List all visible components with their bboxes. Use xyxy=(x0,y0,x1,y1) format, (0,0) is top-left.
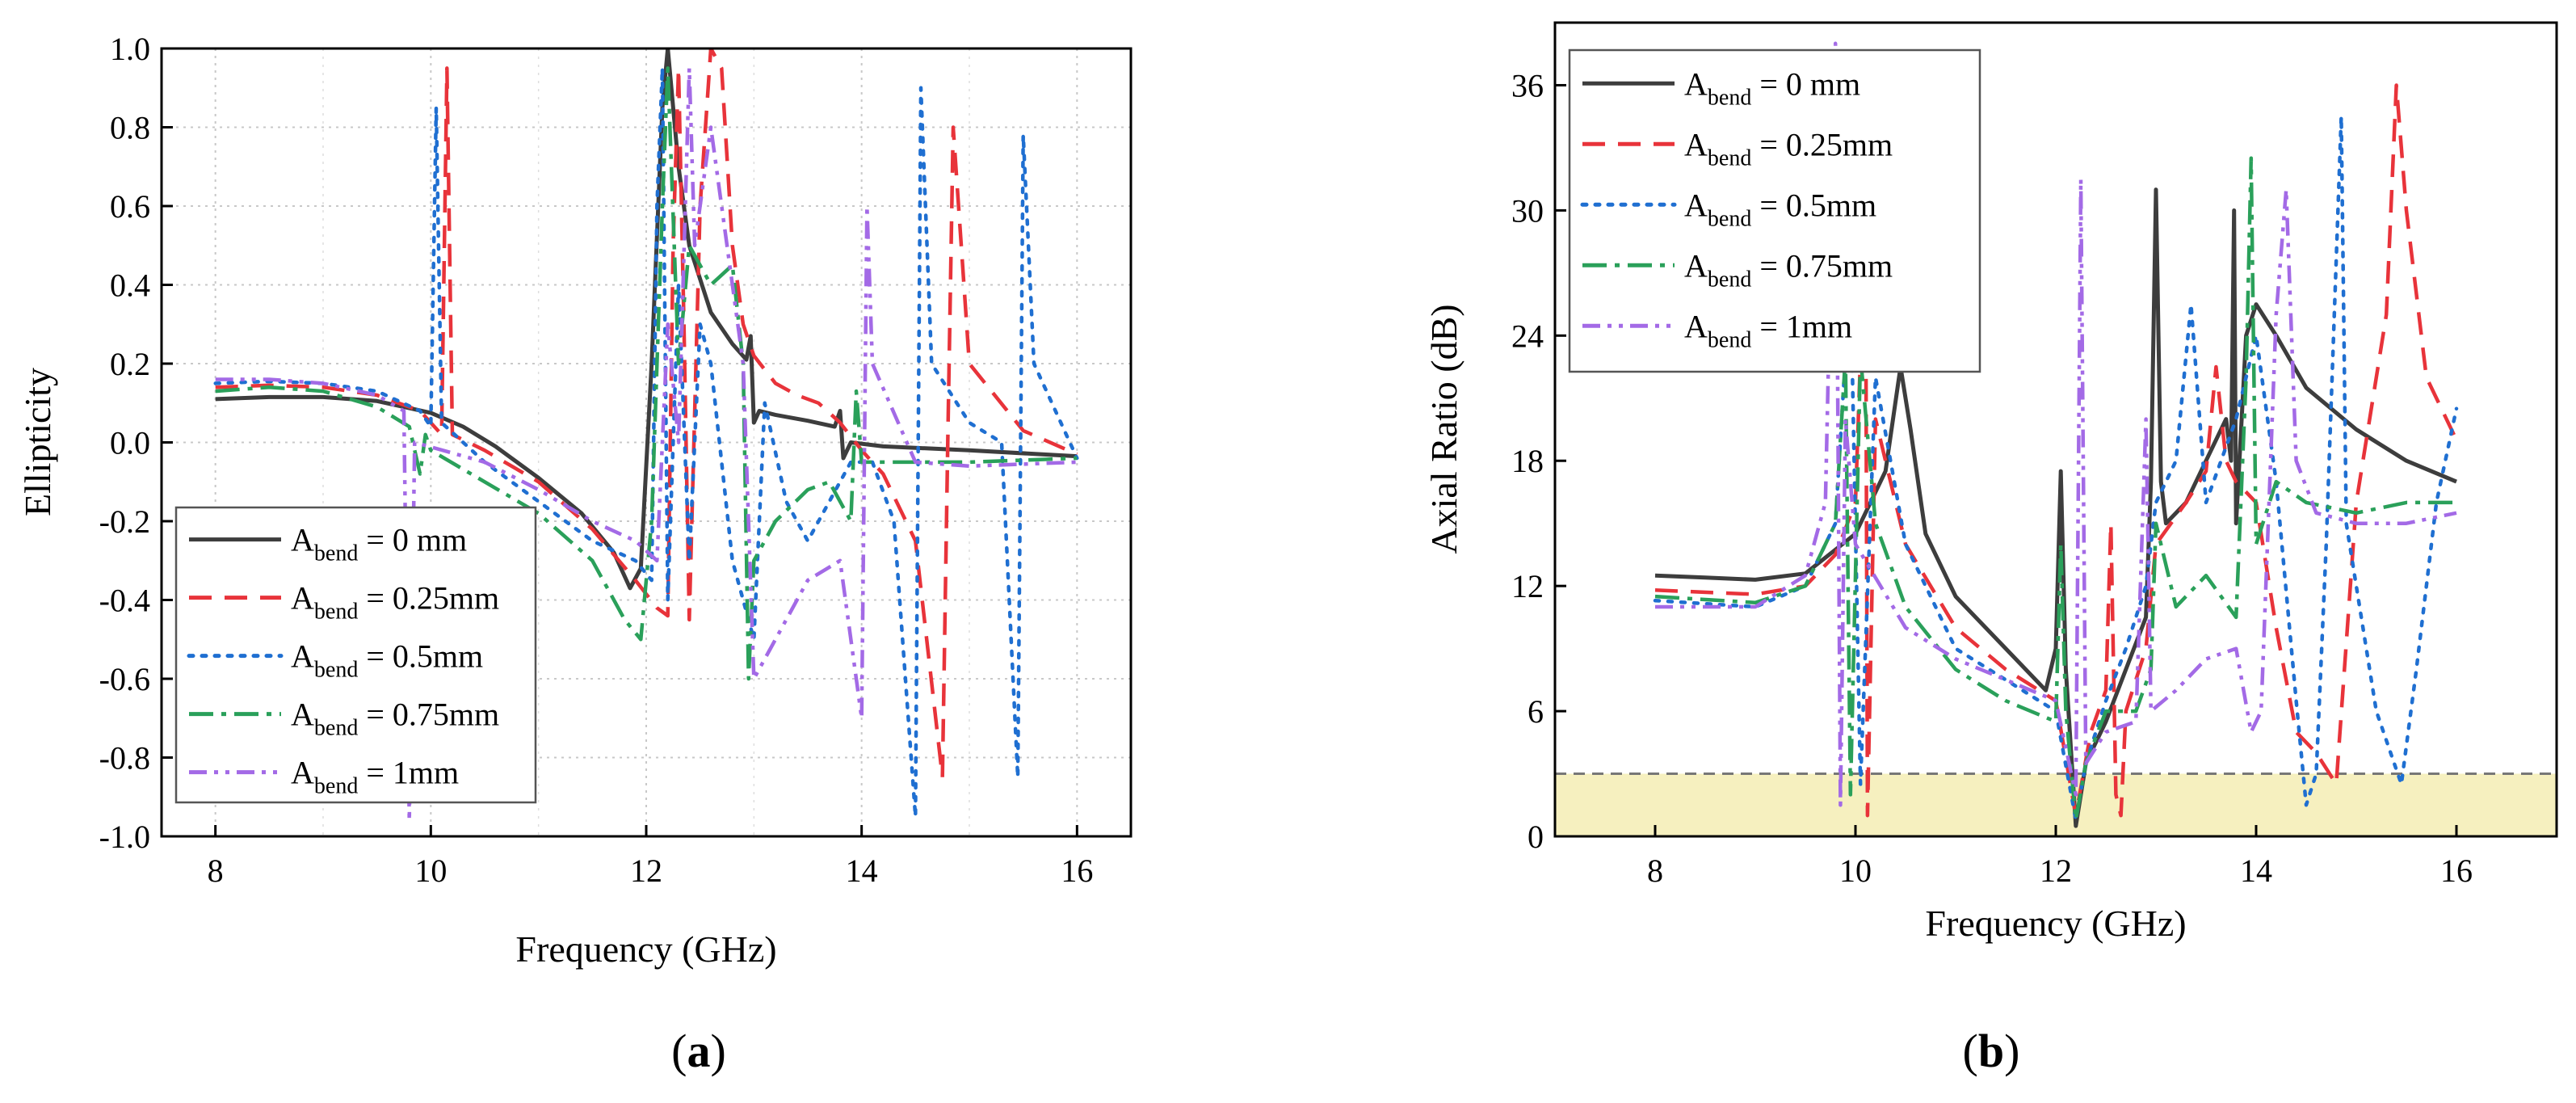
chart-b-legend-label-3-tail: = 0.75mm xyxy=(1751,247,1893,284)
chart-b-ylabel: Axial Ratio (dB) xyxy=(1423,304,1464,554)
chart-b-legend-label-4-tail: = 1mm xyxy=(1751,308,1852,344)
chart-b-xlabel: Frequency (GHz) xyxy=(1925,903,2186,944)
chart-a-legend-box xyxy=(174,506,537,804)
chart-a: 8 10 12 14 16 -1.0 -0.8 -0.6 -0.4 -0.2 0.0 0.2 0.4 0.… xyxy=(17,31,1133,970)
chart-a-legend-label-4-sub: bend xyxy=(314,774,358,799)
chart-a-legend-label-1-main: A xyxy=(291,580,314,617)
chart-a-ytick-label-8: 0.6 xyxy=(110,188,150,225)
chart-b-legend-label-3-main: A xyxy=(1684,247,1708,284)
chart-a-legend-label-0-tail: = 0 mm xyxy=(358,522,467,558)
chart-b-ytick-label-1: 6 xyxy=(1528,693,1544,730)
panel-label-a-letter: a xyxy=(687,1025,711,1077)
chart-b-legend-label-1-main: A xyxy=(1684,126,1708,162)
chart-b-series-1 xyxy=(1654,83,2459,818)
chart-a-ytick-label-0: -1.0 xyxy=(99,819,150,855)
chart-b-legend-label-0-main: A xyxy=(1684,65,1708,102)
panel-label-a-close: ) xyxy=(711,1025,726,1077)
chart-b: 8 10 12 14 16 0 6 12 18 24 30 36 Frequency (GHz) Ax… xyxy=(1423,21,2558,944)
chart-a-xtick-label-4: 16 xyxy=(1061,853,1093,889)
chart-a-ticks: 8 10 12 14 16 -1.0 -0.8 -0.6 -0.4 -0.2 0.0 0.2 0.4 0.… xyxy=(99,31,1094,889)
chart-b-xtick-label-0: 8 xyxy=(1647,853,1663,889)
panel-label-a: (a) xyxy=(671,1025,726,1077)
chart-b-ytick-label-3: 18 xyxy=(1511,443,1544,479)
chart-b-ticks: 8 10 12 14 16 0 6 12 18 24 30 36 xyxy=(1511,67,2473,889)
chart-b-legend-label-4-main: A xyxy=(1684,308,1708,344)
chart-b-legend-label-4-sub: bend xyxy=(1708,327,1751,352)
chart-b-ytick-label-5: 30 xyxy=(1511,192,1544,229)
chart-a-legend-label-4-main: A xyxy=(291,755,314,791)
chart-b-legend-box xyxy=(1568,48,1981,373)
chart-a-series-1 xyxy=(215,48,1078,780)
chart-a-series-3 xyxy=(215,66,1078,681)
chart-a-ytick-label-7: 0.4 xyxy=(110,267,150,304)
chart-b-legend-label-3: Abend = 0.75mm xyxy=(1684,247,1893,292)
chart-a-xlabel: Frequency (GHz) xyxy=(515,928,776,970)
chart-b-legend-label-1: Abend = 0.25mm xyxy=(1684,126,1893,171)
chart-a-xtick-label-2: 12 xyxy=(630,853,662,889)
chart-b-legend-label-2-main: A xyxy=(1684,187,1708,223)
chart-b-legend-label-1-tail: = 0.25mm xyxy=(1751,126,1893,162)
chart-a-legend-label-1-sub: bend xyxy=(314,600,358,625)
chart-a-legend-label-2-sub: bend xyxy=(314,658,358,683)
chart-b-xtick-label-1: 10 xyxy=(1839,853,1872,889)
chart-a-ylabel: Ellipticity xyxy=(17,368,58,516)
chart-a-legend-label-1: Abend = 0.25mm xyxy=(291,580,499,625)
chart-b-series-2 xyxy=(1653,114,2459,822)
chart-b-xtick-label-4: 16 xyxy=(2440,853,2473,889)
chart-b-legend-label-1-sub: bend xyxy=(1708,145,1751,171)
chart-b-series-4 xyxy=(1655,41,2457,807)
chart-b-legend-label-2-sub: bend xyxy=(1708,206,1751,231)
panel-label-b-open: ( xyxy=(1963,1025,1978,1077)
chart-b-xtick-label-2: 12 xyxy=(2040,853,2072,889)
chart-a-ytick-label-10: 1.0 xyxy=(110,31,150,67)
chart-a-ytick-label-1: -0.8 xyxy=(99,740,150,777)
chart-a-legend-label-3-main: A xyxy=(291,697,314,733)
chart-b-legend-label-4: Abend = 1mm xyxy=(1684,308,1852,352)
panel-label-b-letter: b xyxy=(1978,1025,2004,1077)
chart-a-ytick-label-5: 0.0 xyxy=(110,425,150,461)
chart-a-legend-label-0: Abend = 0 mm xyxy=(291,522,467,566)
chart-b-xtick-label-3: 14 xyxy=(2240,853,2272,889)
chart-b-legend-label-0-tail: = 0 mm xyxy=(1751,65,1860,102)
chart-b-legend-label-0-sub: bend xyxy=(1708,85,1751,110)
chart-a-legend-label-4-tail: = 1mm xyxy=(358,755,459,791)
chart-b-ytick-label-6: 36 xyxy=(1511,67,1544,103)
chart-a-legend-label-3-tail: = 0.75mm xyxy=(358,697,499,733)
chart-a-legend-label-2-tail: = 0.5mm xyxy=(358,638,483,675)
chart-a-ytick-label-9: 0.8 xyxy=(110,110,150,146)
chart-a-ytick-label-4: -0.2 xyxy=(99,503,150,540)
chart-a-ytick-label-3: -0.4 xyxy=(99,583,150,619)
chart-a-series-2 xyxy=(213,66,1079,819)
chart-a-legend-label-2-main: A xyxy=(291,638,314,675)
chart-a-xtick-label-3: 14 xyxy=(846,853,878,889)
chart-b-legend-label-2-tail: = 0.5mm xyxy=(1751,187,1876,223)
chart-a-legend-label-2: Abend = 0.5mm xyxy=(291,638,483,683)
chart-a-legend-label-3-sub: bend xyxy=(314,716,358,741)
chart-a-legend-label-1-tail: = 0.25mm xyxy=(358,580,499,617)
chart-a-ytick-label-6: 0.2 xyxy=(110,346,150,382)
panel-label-b-close: ) xyxy=(2004,1025,2019,1077)
chart-b-legend-label-2: Abend = 0.5mm xyxy=(1684,187,1876,231)
chart-b-ytick-label-4: 24 xyxy=(1511,318,1544,354)
chart-a-legend-label-0-main: A xyxy=(291,522,314,558)
chart-a-legend-label-3: Abend = 0.75mm xyxy=(291,697,499,741)
chart-b-ytick-label-2: 12 xyxy=(1511,568,1544,604)
chart-a-legend-label-4: Abend = 1mm xyxy=(291,755,459,799)
chart-b-legend-label-3-sub: bend xyxy=(1708,267,1751,292)
chart-a-xtick-label-0: 8 xyxy=(208,853,224,889)
panel-label-a-open: ( xyxy=(671,1025,687,1077)
chart-a-xtick-label-1: 10 xyxy=(414,853,447,889)
chart-b-ytick-label-0: 0 xyxy=(1528,819,1544,855)
chart-a-ytick-label-2: -0.6 xyxy=(99,661,150,697)
chart-a-series-0 xyxy=(215,48,1078,591)
chart-b-legend-label-0: Abend = 0 mm xyxy=(1684,65,1860,110)
chart-a-legend-label-0-sub: bend xyxy=(314,541,358,566)
panel-label-b: (b) xyxy=(1963,1025,2020,1077)
